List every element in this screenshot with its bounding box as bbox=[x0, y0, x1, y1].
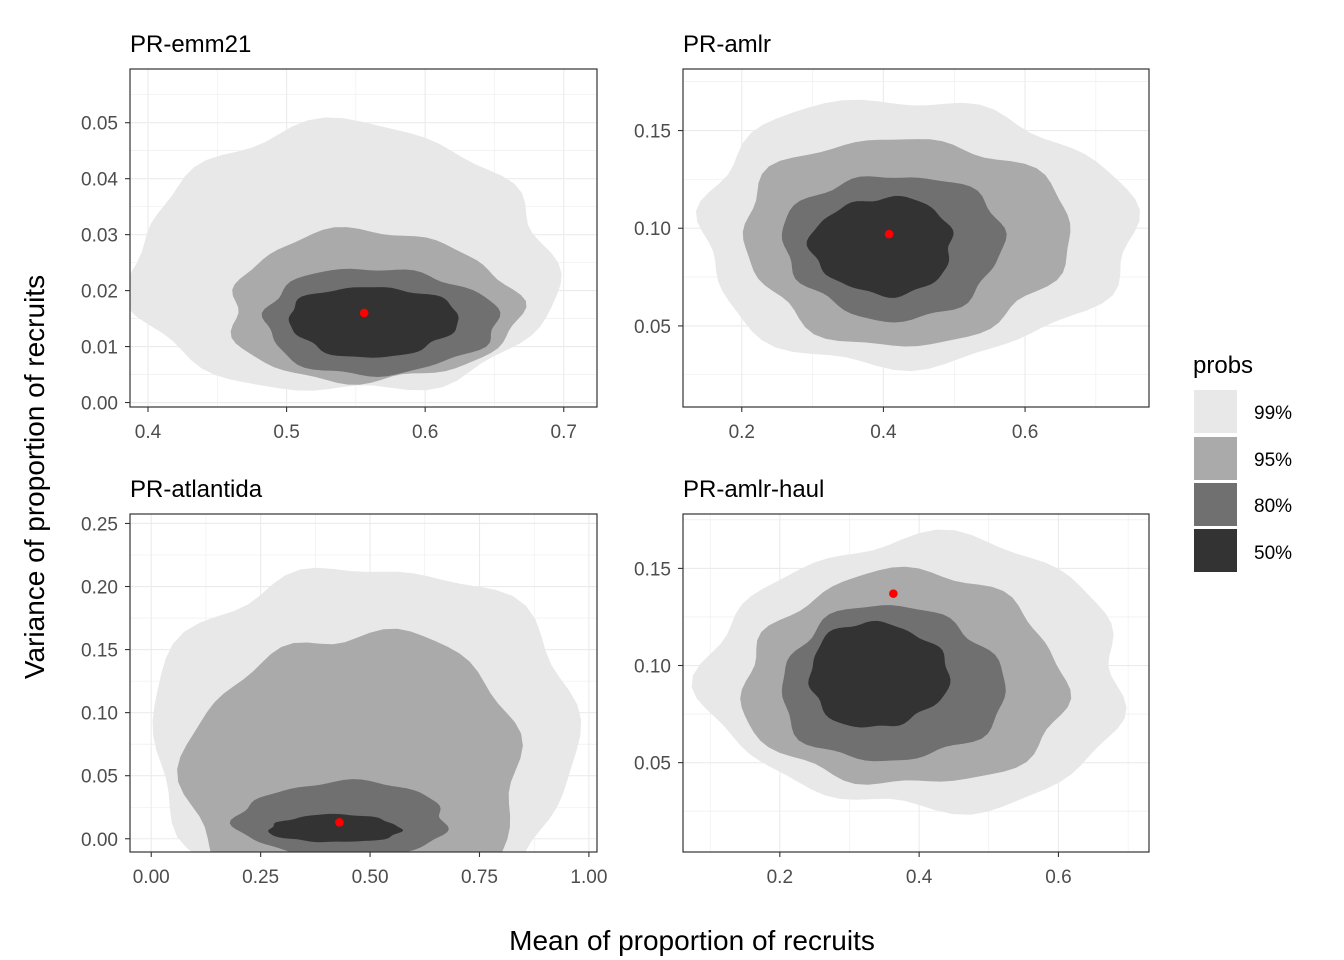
panel-border bbox=[682, 513, 1150, 853]
x-tick-label: 0.2 bbox=[729, 422, 755, 443]
probability-regions bbox=[691, 529, 1127, 815]
panel-emm21: 0.4 0.5 0.6 0.7 0.00 0.01 0.02 0.03 0.04 0.05 PR-e… bbox=[81, 31, 598, 443]
legend-key-95 bbox=[1194, 437, 1237, 480]
panel-border bbox=[682, 68, 1150, 408]
panel-title: PR-amlr-haul bbox=[683, 476, 824, 503]
legend-label-95: 95% bbox=[1254, 450, 1292, 471]
legend-key-50 bbox=[1194, 529, 1237, 572]
legend: probs 99% 95% 80% 50% bbox=[1193, 352, 1292, 572]
probability-regions bbox=[696, 99, 1140, 372]
probability-regions bbox=[152, 567, 582, 852]
x-axis-title: Mean of proportion of recruits bbox=[509, 925, 875, 956]
y-tick-label: 0.05 bbox=[634, 754, 671, 775]
y-tick-label: 0.02 bbox=[81, 282, 118, 303]
y-axis-title: Variance of proportion of recruits bbox=[19, 275, 50, 679]
panel-amlr: 0.2 0.4 0.6 0.05 0.10 0.15 PR-amlr bbox=[634, 31, 1150, 443]
panel-atlantida: 0.00 0.25 0.50 0.75 1.00 0.00 0.05 0.10 0.15 0.20… bbox=[81, 476, 607, 888]
x-tick-label: 0.6 bbox=[1045, 867, 1071, 888]
y-tick-label: 0.10 bbox=[634, 219, 671, 240]
y-tick-label: 0.25 bbox=[81, 514, 118, 535]
panel-title: PR-atlantida bbox=[130, 476, 263, 503]
x-tick-label: 0.4 bbox=[135, 422, 162, 443]
y-tick-label: 0.15 bbox=[81, 641, 118, 662]
y-tick-label: 0.00 bbox=[81, 394, 118, 415]
panel-title: PR-emm21 bbox=[130, 31, 251, 58]
y-tick-label: 0.05 bbox=[81, 114, 118, 135]
legend-label-80: 80% bbox=[1254, 496, 1292, 517]
x-tick-label: 0.75 bbox=[461, 867, 498, 888]
y-tick-label: 0.10 bbox=[634, 657, 671, 678]
panel-amlr-haul: 0.2 0.4 0.6 0.05 0.10 0.15 PR-amlr-haul bbox=[634, 476, 1150, 888]
x-tick-label: 0.4 bbox=[906, 867, 933, 888]
center-point bbox=[889, 589, 898, 598]
probability-regions bbox=[130, 117, 562, 391]
region-50-percent bbox=[288, 287, 459, 358]
legend-key-80 bbox=[1194, 483, 1237, 526]
x-tick-label: 0.7 bbox=[551, 422, 577, 443]
x-tick-label: 0.6 bbox=[1012, 422, 1038, 443]
x-tick-label: 0.6 bbox=[412, 422, 438, 443]
region-50-percent bbox=[268, 813, 403, 843]
region-50-percent bbox=[806, 195, 954, 298]
y-tick-label: 0.20 bbox=[81, 578, 118, 599]
panel-title: PR-amlr bbox=[683, 31, 771, 58]
y-tick-label: 0.05 bbox=[81, 767, 118, 788]
center-point bbox=[359, 308, 369, 318]
y-tick-label: 0.05 bbox=[634, 317, 671, 338]
y-tick-label: 0.15 bbox=[634, 559, 671, 580]
legend-title: probs bbox=[1193, 352, 1253, 379]
region-95-percent bbox=[177, 628, 523, 852]
y-tick-label: 0.10 bbox=[81, 704, 118, 725]
x-tick-label: 0.00 bbox=[133, 867, 170, 888]
x-tick-label: 0.25 bbox=[242, 867, 279, 888]
x-tick-label: 1.00 bbox=[570, 867, 607, 888]
y-tick-label: 0.03 bbox=[81, 226, 118, 247]
center-point bbox=[335, 818, 344, 827]
panel-border bbox=[129, 513, 598, 853]
legend-label-99: 99% bbox=[1254, 403, 1292, 424]
y-tick-label: 0.01 bbox=[81, 338, 118, 359]
center-point bbox=[884, 229, 894, 239]
x-tick-label: 0.4 bbox=[870, 422, 897, 443]
y-tick-label: 0.15 bbox=[634, 122, 671, 143]
x-tick-label: 0.2 bbox=[767, 867, 793, 888]
legend-label-50: 50% bbox=[1254, 543, 1292, 564]
legend-key-99 bbox=[1194, 390, 1237, 433]
region-50-percent bbox=[808, 620, 951, 728]
panels: 0.4 0.5 0.6 0.7 0.00 0.01 0.02 0.03 0.04 0.05 PR-e… bbox=[81, 31, 1150, 888]
x-tick-label: 0.5 bbox=[273, 422, 299, 443]
y-tick-label: 0.04 bbox=[81, 170, 118, 191]
x-tick-label: 0.50 bbox=[352, 867, 389, 888]
y-tick-label: 0.00 bbox=[81, 830, 118, 851]
panel-border bbox=[129, 68, 598, 408]
